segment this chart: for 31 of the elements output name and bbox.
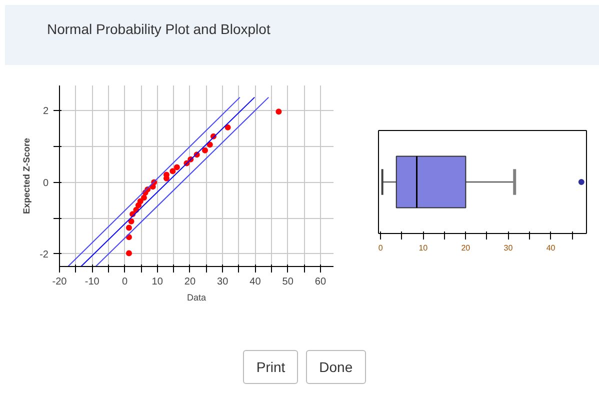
text: Done: [306, 350, 366, 384]
point: [174, 164, 180, 170]
x-tick-label: 40: [546, 244, 556, 252]
text: Print: [243, 350, 298, 384]
chart-title: Normal Probability Plot and Bloxplot: [46, 20, 270, 39]
x-tick-label: 40: [250, 276, 262, 288]
x-tick-label: 10: [152, 276, 164, 288]
point: [140, 194, 147, 201]
x-tick-label: 30: [217, 276, 229, 288]
x-tick-label: 50: [282, 276, 294, 288]
x-tick-label: 0: [122, 276, 128, 288]
point: [126, 250, 132, 256]
x-tick-label: 20: [461, 244, 471, 252]
x-tick-label: 10: [418, 244, 428, 252]
y-tick-label: -2: [40, 249, 49, 260]
x-tick-label: 30: [504, 244, 514, 252]
y-axis-title: Expected Z-Score: [22, 138, 32, 214]
y-tick-label: 2: [42, 106, 49, 118]
point: [170, 168, 176, 174]
x-tick-label: 0: [378, 244, 384, 252]
x-tick-label: -20: [52, 276, 68, 288]
x-tick-label: -10: [84, 276, 100, 288]
point: [126, 224, 132, 231]
point: [276, 108, 282, 115]
point: [202, 147, 208, 154]
y-tick-label: 0: [42, 178, 49, 189]
x-tick-label: 60: [314, 276, 326, 288]
x-tick-label: 20: [184, 276, 196, 288]
point: [224, 124, 231, 130]
point: [206, 142, 213, 148]
x-axis-title: Data: [186, 292, 206, 302]
